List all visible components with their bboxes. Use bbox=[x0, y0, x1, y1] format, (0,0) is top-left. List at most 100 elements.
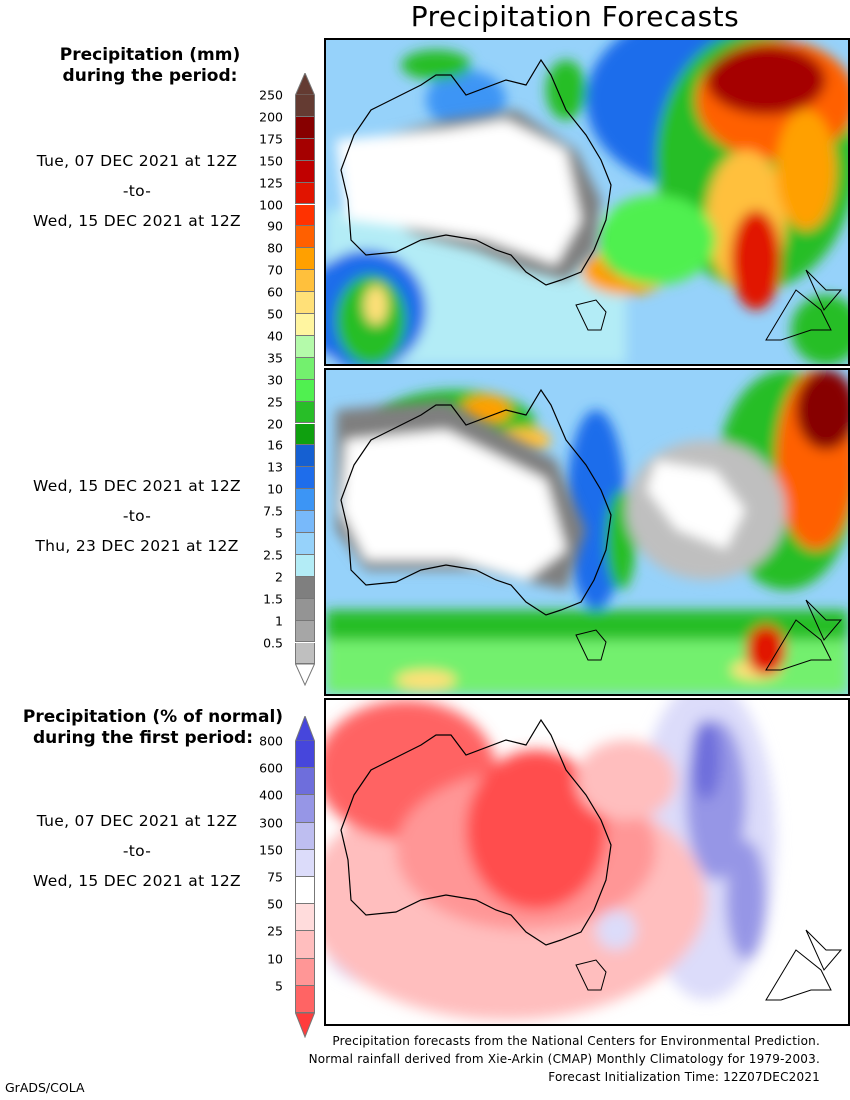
amount-tick-label: 1 bbox=[275, 613, 283, 629]
footer-init-time: Forecast Initialization Time: 12Z07DEC20… bbox=[548, 1070, 820, 1084]
amount-tick-label: 2 bbox=[275, 569, 283, 585]
amount-tick-label: 50 bbox=[267, 306, 283, 322]
period1-start: Tue, 07 DEC 2021 at 12Z bbox=[36, 152, 238, 170]
amount-swatch bbox=[295, 467, 315, 490]
amount-swatch bbox=[295, 95, 315, 117]
amount-swatch bbox=[295, 401, 315, 424]
amount-swatch bbox=[295, 423, 315, 446]
amount-tick-label: 100 bbox=[259, 197, 283, 212]
anomaly-tick-label: 50 bbox=[267, 896, 283, 912]
footer-line2: Normal rainfall derived from Xie-Arkin (… bbox=[308, 1052, 820, 1066]
amount-swatch bbox=[295, 116, 315, 139]
anomaly-max-arrow-icon bbox=[295, 716, 315, 741]
amount-tick-label: 60 bbox=[267, 284, 283, 300]
map-panel-anomaly bbox=[324, 698, 850, 1026]
anomaly-swatch bbox=[295, 768, 315, 796]
period1-sep: -to- bbox=[122, 182, 152, 200]
anomaly-swatch bbox=[295, 822, 315, 850]
amount-swatch bbox=[295, 445, 315, 468]
amount-tick-label: 40 bbox=[267, 328, 283, 344]
footer-notes: Precipitation forecasts from the Nationa… bbox=[309, 1032, 820, 1086]
amount-tick-label: 80 bbox=[267, 240, 283, 256]
page-title: Precipitation Forecasts bbox=[410, 0, 740, 33]
amount-tick-label: 90 bbox=[267, 218, 283, 234]
amount-heading-line2: during the period: bbox=[62, 66, 238, 86]
precip-anomaly-map bbox=[326, 700, 848, 1024]
amount-swatch bbox=[295, 182, 315, 205]
amount-legend-heading: Precipitation (mm) during the period: bbox=[30, 45, 270, 87]
map-panel-period2 bbox=[324, 368, 850, 696]
period3-sep: -to- bbox=[122, 842, 152, 860]
amount-swatch bbox=[295, 248, 315, 271]
amount-swatch bbox=[295, 226, 315, 249]
precip-map-period1 bbox=[326, 40, 848, 364]
anomaly-tick-label: 25 bbox=[267, 923, 283, 939]
credit-label: GrADS/COLA bbox=[5, 1080, 85, 1095]
amount-swatch bbox=[295, 357, 315, 380]
amount-swatch bbox=[295, 270, 315, 293]
amount-swatch bbox=[295, 138, 315, 161]
amount-swatch bbox=[295, 598, 315, 621]
amount-tick-label: 35 bbox=[267, 350, 283, 366]
amount-swatch bbox=[295, 576, 315, 599]
anomaly-legend-heading: Precipitation (% of normal) during the f… bbox=[8, 707, 298, 749]
anomaly-tick-label: 10 bbox=[267, 951, 283, 967]
amount-swatch bbox=[295, 314, 315, 336]
anomaly-tick-label: 800 bbox=[259, 733, 283, 749]
anomaly-tick-label: 150 bbox=[259, 842, 283, 858]
amount-tick-label: 70 bbox=[267, 262, 283, 278]
amount-min-arrow-icon bbox=[295, 664, 315, 687]
amount-tick-label: 175 bbox=[259, 131, 283, 147]
amount-tick-label: 1.5 bbox=[263, 591, 283, 607]
amount-swatch bbox=[295, 511, 315, 533]
amount-swatch bbox=[295, 620, 315, 643]
period2-end: Thu, 23 DEC 2021 at 12Z bbox=[35, 537, 239, 555]
amount-swatch bbox=[295, 335, 315, 358]
anomaly-heading-line1: Precipitation (% of normal) bbox=[22, 707, 284, 727]
anomaly-swatch bbox=[295, 931, 315, 959]
amount-tick-label: 5 bbox=[275, 525, 283, 541]
anomaly-min-arrow-icon bbox=[295, 1013, 315, 1038]
amount-tick-label: 250 bbox=[259, 87, 283, 103]
amount-colorbar: 250 200 175 150 125 100 90 80 70 60 50 40 35 30 25 20 16… bbox=[259, 73, 315, 687]
amount-tick-label: 125 bbox=[259, 175, 283, 191]
anomaly-tick-label: 75 bbox=[267, 869, 283, 885]
anomaly-swatch bbox=[295, 985, 315, 1013]
amount-max-arrow-icon bbox=[295, 73, 315, 95]
anomaly-swatch bbox=[295, 958, 315, 986]
amount-tick-label: 13 bbox=[267, 459, 283, 475]
amount-tick-label: 20 bbox=[267, 416, 283, 431]
amount-swatch bbox=[295, 554, 315, 577]
anomaly-swatch bbox=[295, 904, 315, 932]
amount-tick-label: 10 bbox=[267, 481, 283, 497]
amount-swatch bbox=[295, 204, 315, 227]
footer-line1: Precipitation forecasts from the Nationa… bbox=[332, 1034, 820, 1048]
anomaly-swatch bbox=[295, 877, 315, 905]
period1-end: Wed, 15 DEC 2021 at 12Z bbox=[33, 212, 241, 230]
amount-swatch bbox=[295, 379, 315, 402]
amount-tick-label: 2.5 bbox=[263, 547, 283, 563]
period2-start: Wed, 15 DEC 2021 at 12Z bbox=[33, 477, 241, 495]
amount-swatch bbox=[295, 642, 315, 665]
amount-tick-label: 7.5 bbox=[263, 503, 283, 519]
period3-end: Wed, 15 DEC 2021 at 12Z bbox=[33, 872, 241, 890]
anomaly-swatch bbox=[295, 795, 315, 823]
period3-start: Tue, 07 DEC 2021 at 12Z bbox=[36, 812, 238, 830]
amount-heading-line1: Precipitation (mm) bbox=[59, 45, 241, 65]
amount-tick-label: 25 bbox=[267, 394, 283, 410]
anomaly-swatch bbox=[295, 849, 315, 877]
amount-tick-label: 0.5 bbox=[263, 635, 283, 650]
anomaly-colorbar: 800 600 400 300 150 75 50 25 10 5 bbox=[259, 716, 315, 1038]
map-panel-period1 bbox=[324, 38, 850, 366]
amount-tick-label: 200 bbox=[259, 109, 283, 125]
amount-swatch bbox=[295, 292, 315, 314]
amount-swatch bbox=[295, 489, 315, 512]
anomaly-tick-label: 400 bbox=[259, 787, 283, 803]
precip-map-period2 bbox=[326, 370, 848, 694]
amount-tick-label: 16 bbox=[267, 437, 283, 453]
anomaly-swatch bbox=[295, 741, 315, 769]
anomaly-heading-line2: during the first period: bbox=[32, 728, 254, 748]
amount-swatch bbox=[295, 160, 315, 183]
anomaly-tick-label: 5 bbox=[275, 978, 283, 994]
amount-tick-label: 150 bbox=[259, 153, 283, 169]
